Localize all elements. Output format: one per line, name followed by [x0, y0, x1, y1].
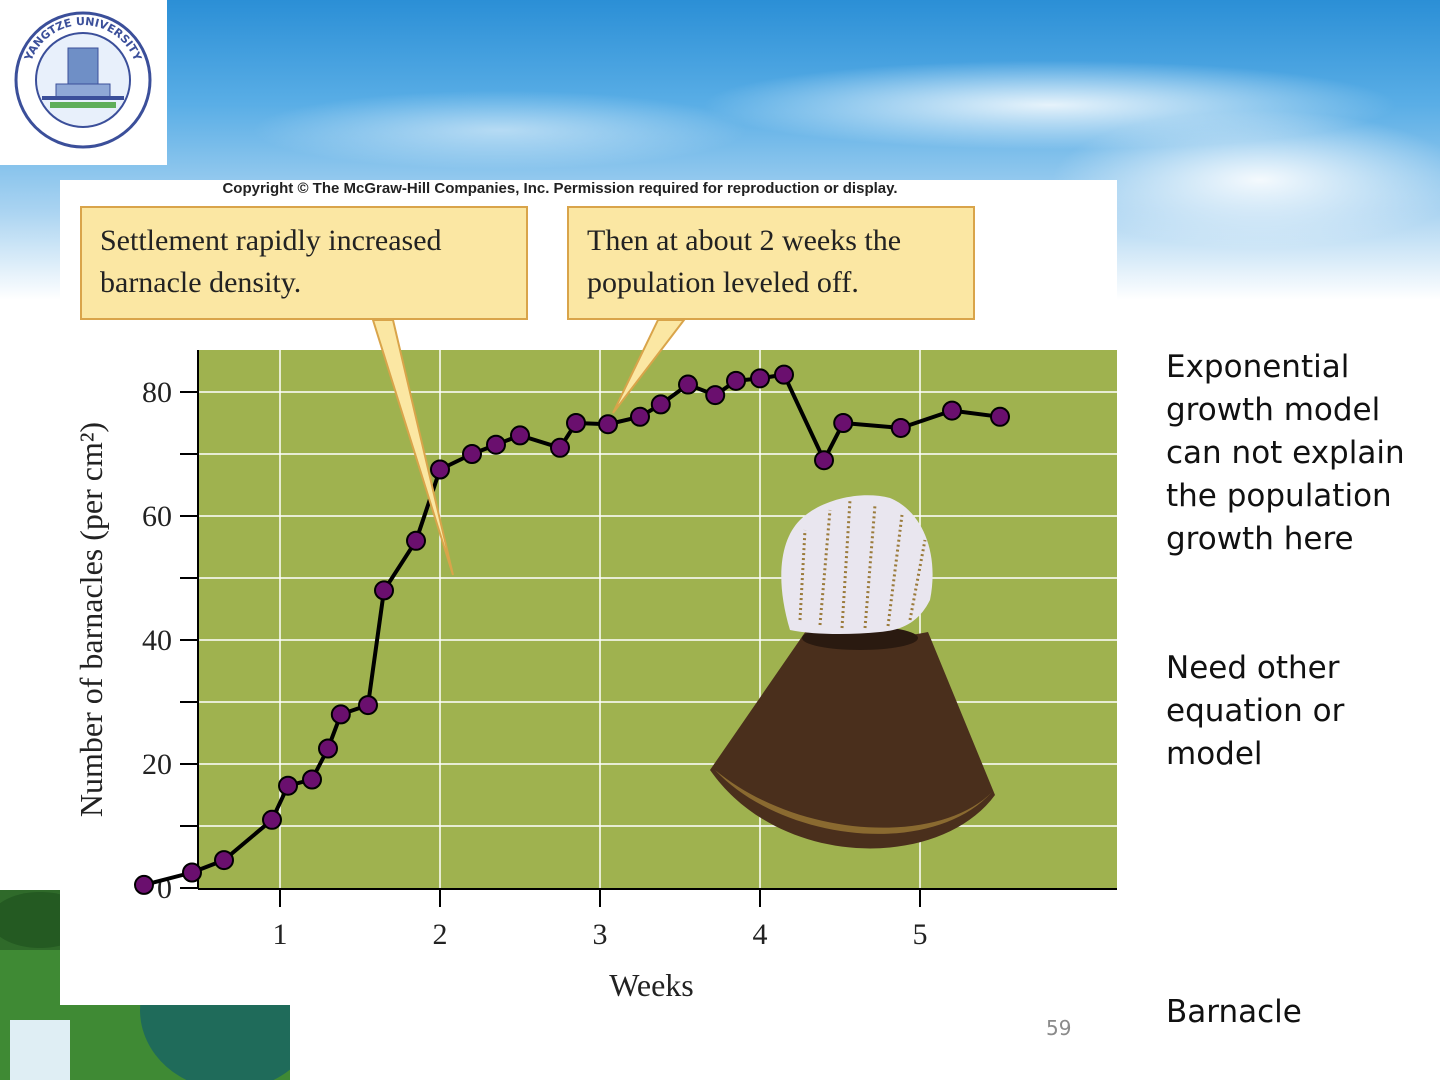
copyright-notice: Copyright © The McGraw-Hill Companies, I…: [222, 180, 898, 197]
barnacle-illustration: [710, 495, 995, 849]
figure-panel: Copyright © The McGraw-Hill Companies, I…: [60, 180, 1117, 1005]
data-point: [774, 364, 794, 385]
data-point: [358, 695, 378, 716]
data-point: [678, 374, 698, 395]
x-tick-label: 5: [913, 918, 928, 951]
note-other-model: Need other equation or model: [1166, 650, 1345, 772]
y-tick-label: 20: [142, 748, 172, 781]
y-tick-label: 80: [142, 376, 172, 409]
data-point: [278, 775, 298, 796]
y-tick-label: 60: [142, 500, 172, 533]
data-point: [302, 769, 322, 790]
page-number: 59: [1046, 1016, 1072, 1040]
data-point: [705, 385, 726, 406]
data-point: [990, 406, 1010, 427]
data-point: [890, 417, 911, 438]
image-label: Barnacle: [1166, 994, 1302, 1030]
x-axis-title: Weeks: [609, 967, 694, 1003]
data-point: [262, 809, 282, 830]
data-point: [182, 862, 202, 883]
data-point: [726, 370, 746, 391]
data-point: [134, 874, 154, 895]
data-point: [650, 394, 671, 415]
side-notes: Exponential growth model can not explain…: [1166, 346, 1436, 862]
note-exponential: Exponential growth model can not explain…: [1166, 349, 1405, 557]
y-tick-label: 40: [142, 624, 172, 657]
y-axis-title: Number of barnacles (per cm²): [73, 422, 109, 817]
data-point: [318, 738, 338, 759]
data-point: [462, 444, 482, 464]
x-tick-label: 1: [273, 918, 288, 951]
callout-settlement: Settlement rapidly increased barnacle de…: [80, 206, 528, 320]
data-point: [942, 400, 962, 421]
cloud-decoration: [250, 90, 750, 170]
university-seal-icon: YANGTZE UNIVERSITY: [14, 11, 152, 149]
data-point: [550, 437, 570, 458]
data-point: [214, 850, 234, 871]
data-point: [598, 414, 618, 435]
data-point: [406, 530, 426, 551]
data-point: [430, 459, 450, 480]
data-point: [510, 425, 530, 446]
university-logo: YANGTZE UNIVERSITY: [0, 0, 167, 165]
callout1-pointer: [371, 319, 454, 576]
data-point: [330, 704, 351, 725]
data-point: [486, 434, 506, 455]
x-tick-label: 3: [593, 918, 608, 951]
data-point: [630, 406, 650, 427]
callout2-pointer: [612, 319, 687, 414]
data-point: [833, 413, 854, 433]
x-tick-label: 4: [753, 918, 768, 951]
x-tick-label: 2: [433, 918, 448, 951]
data-point: [374, 580, 394, 601]
data-series: [134, 364, 1010, 895]
data-point: [566, 413, 586, 433]
data-point: [750, 368, 770, 389]
data-point: [814, 450, 834, 471]
callout-leveled-off: Then at about 2 weeks the population lev…: [567, 206, 975, 320]
